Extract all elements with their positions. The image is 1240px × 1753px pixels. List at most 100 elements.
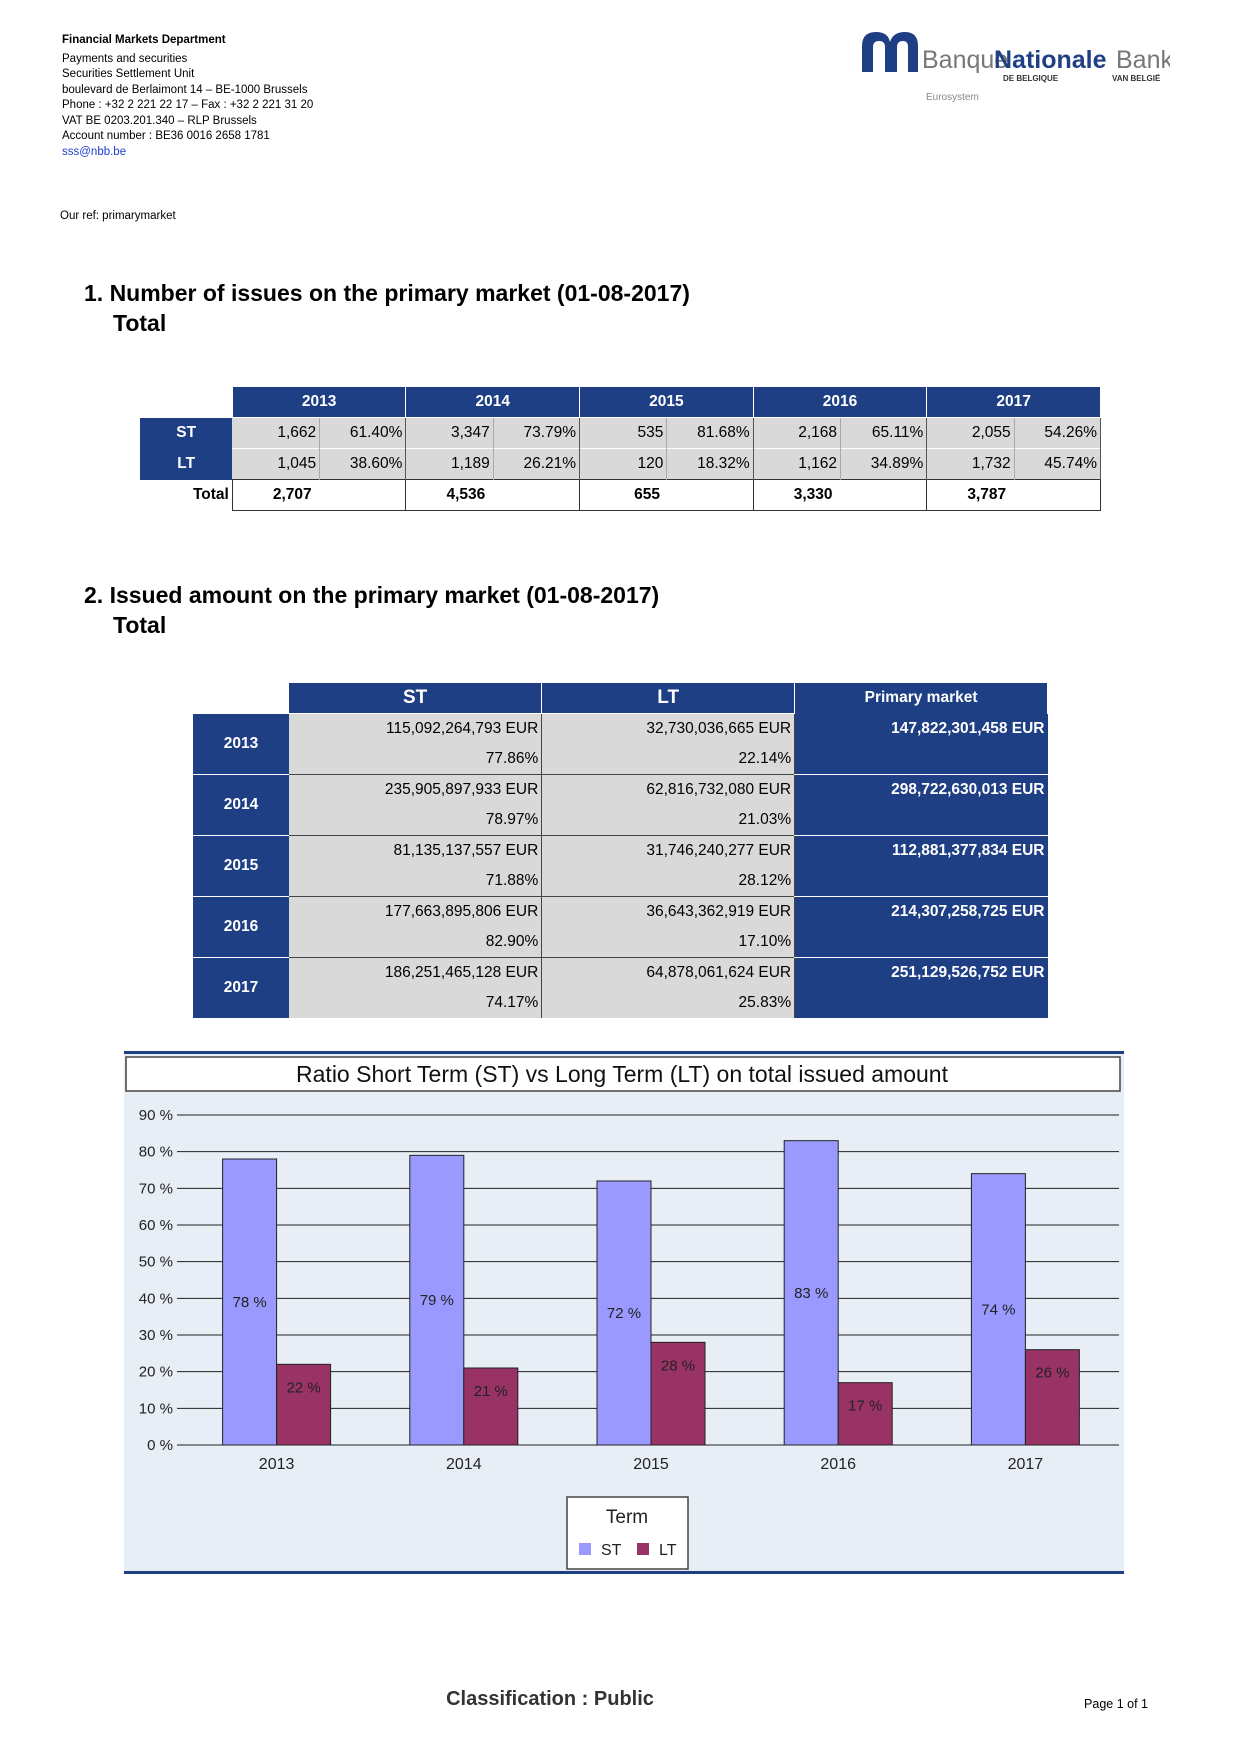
st-percent: 74.17% [288,988,543,1018]
bar-lt [837,1382,893,1446]
amount-header-row: ST LT Primary market [193,683,1048,714]
address-line: Phone : +32 2 221 22 17 – Fax : +32 2 22… [62,99,314,111]
data-label: 17 % [848,1398,882,1415]
section2-heading: 2. Issued amount on the primary market (… [84,580,659,640]
table-row: LT 1,045 38.60% 1,189 26.21% 120 18.32% … [140,448,1102,480]
count-cell: 1,662 [232,417,320,449]
count-cell: 3,347 [405,417,494,449]
bar-st [783,1140,839,1446]
data-label: 79 % [420,1292,454,1309]
chart-title-box [125,1056,1121,1092]
table-row: ST 1,662 61.40% 3,347 73.79% 535 81.68% … [140,417,1102,449]
email-link[interactable]: sss@nbb.be [62,145,127,158]
bar-lt [650,1341,706,1446]
logo-bank: Bank [1116,46,1170,74]
address-line: Payments and securities [62,52,188,65]
sender-block: Financial Markets Department Payments an… [62,33,313,160]
percent-cell: 54.26% [1013,417,1102,449]
lt-amount: 31,746,240,277 EUR [541,835,796,866]
x-tick-label: 2014 [446,1456,482,1473]
lt-amount: 62,816,732,080 EUR [541,774,796,805]
bar-st [596,1180,652,1446]
logo-de-belgique: DE BELGIQUE [1003,74,1059,83]
percent-cell: 81.68% [666,417,754,449]
bar-st [409,1154,465,1446]
row-label-lt: LT [140,448,233,480]
legend-label: ST [601,1542,622,1559]
header-lt: LT [541,683,796,714]
ratio-chart-panel: Ratio Short Term (ST) vs Long Term (LT) … [124,1051,1124,1574]
st-percent: 71.88% [288,866,543,897]
total-value: 3,787 [926,479,1101,511]
address-line: Account number : BE36 0016 2658 1781 [62,130,270,142]
st-amount: 235,905,897,933 EUR [288,774,543,805]
bar-lt [276,1363,332,1446]
year-label: 2013 [193,713,289,775]
total-value: 3,330 [752,479,927,511]
logo-nationale: Nationale [994,46,1107,74]
count-cell: 535 [579,417,667,449]
data-label: 83 % [794,1285,828,1302]
year-header: 2014 [405,386,581,418]
section1-title: 1. Number of issues on the primary marke… [84,280,690,306]
year-header-row: 2013 2014 2015 2016 2017 [140,386,1101,418]
st-percent: 78.97% [288,805,543,836]
table-row: 2017 186,251,465,128 EUR 64,878,061,624 … [193,957,1048,1019]
percent-cell: 61.40% [319,417,407,449]
lt-percent: 17.10% [541,927,796,958]
address-line: Securities Settlement Unit [62,68,195,80]
y-tick-label: 80 % [139,1144,173,1161]
count-cell: 2,168 [753,417,841,449]
percent-cell: 65.11% [840,417,928,449]
section2-title: 2. Issued amount on the primary market (… [84,582,660,608]
year-label: 2015 [193,835,289,897]
percent-cell: 34.89% [840,448,928,480]
issues-count-table: 2013 2014 2015 2016 2017 ST 1,662 61.40%… [140,386,1102,511]
year-label: 2014 [193,774,289,836]
table-row: 77.86% 22.14% [193,744,1048,775]
y-tick-label: 30 % [139,1327,173,1344]
primary-market-amount: 214,307,258,725 EUR [794,896,1048,958]
st-amount: 177,663,895,806 EUR [288,896,543,927]
legend-box [566,1496,689,1570]
total-value: 4,536 [405,479,580,511]
count-cell: 2,055 [926,417,1015,449]
primary-market-amount: 112,881,377,834 EUR [794,835,1048,897]
table-row: 78.97% 21.03% [193,805,1048,836]
y-tick-label: 0 % [147,1437,173,1454]
x-tick-label: 2013 [259,1456,295,1473]
count-cell: 1,162 [753,448,841,480]
percent-cell: 38.60% [319,448,407,480]
table-row: 2015 81,135,137,557 EUR 31,746,240,277 E… [193,835,1048,897]
lt-percent: 22.14% [541,744,796,775]
percent-cell: 18.32% [666,448,754,480]
table-row: 82.90% 17.10% [193,927,1048,958]
nbb-logo: Banque Nationale Bank DE BELGIQUE VAN BE… [862,32,1170,103]
logo-eurosystem: Eurosystem [926,92,979,103]
year-header: 2016 [752,386,928,418]
x-tick-label: 2017 [1008,1456,1044,1473]
lt-percent: 25.83% [541,988,796,1018]
y-tick-label: 50 % [139,1254,173,1271]
table-row: 74.17% 25.83% [193,988,1048,1018]
bar-st [970,1173,1026,1446]
total-value: 655 [579,479,754,511]
year-label: 2016 [193,896,289,958]
department-name: Financial Markets Department [62,34,226,46]
legend-swatch-lt [637,1543,649,1555]
percent-cell: 26.21% [492,448,581,480]
data-label: 78 % [232,1294,266,1311]
data-label: 72 % [607,1305,641,1322]
total-label: Total [140,479,233,511]
year-header: 2013 [231,386,407,418]
st-amount: 186,251,465,128 EUR [288,957,543,988]
y-tick-label: 20 % [139,1364,173,1381]
data-label: 21 % [474,1383,508,1400]
bar-lt [463,1367,519,1446]
address-line: VAT BE 0203.201.340 – RLP Brussels [62,114,257,127]
header-primary-market: Primary market [794,683,1048,714]
ratio-chart: Ratio Short Term (ST) vs Long Term (LT) … [125,1056,1121,1570]
bar-st [222,1158,278,1446]
total-value: 2,707 [232,479,406,511]
st-amount: 81,135,137,557 EUR [288,835,543,866]
